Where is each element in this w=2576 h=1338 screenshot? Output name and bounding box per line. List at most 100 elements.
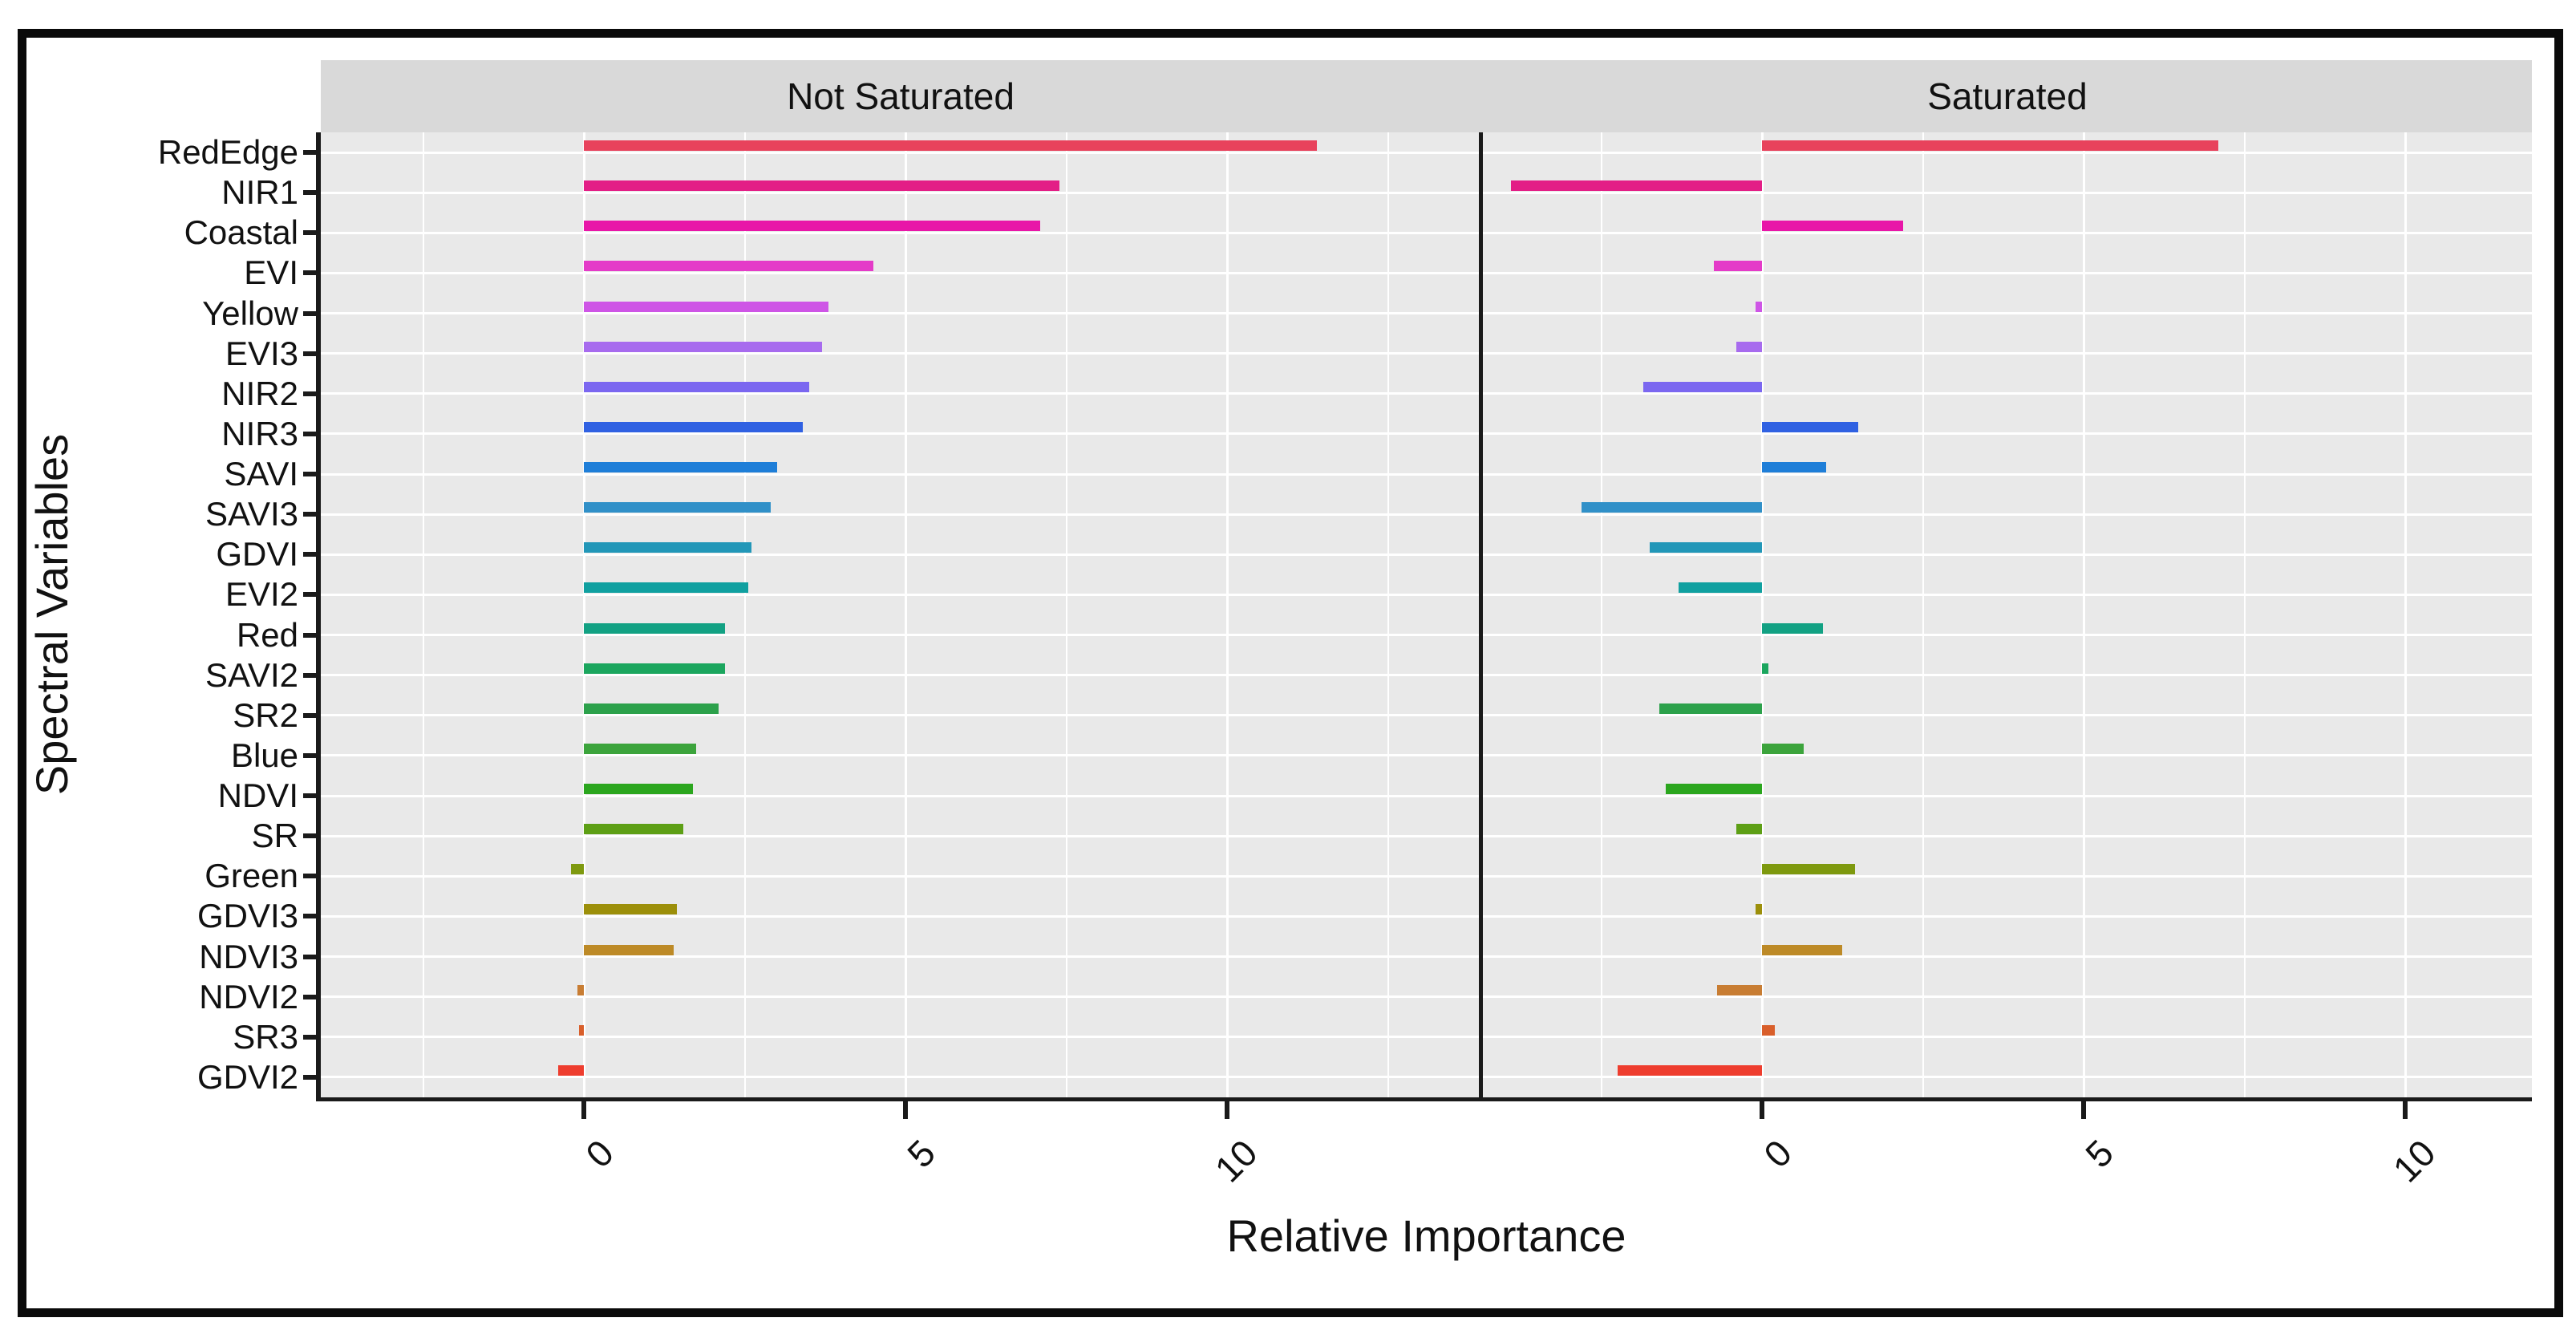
row-gridline	[321, 191, 1480, 194]
y-tick-mark	[303, 150, 316, 156]
bar-savi	[584, 462, 777, 473]
y-tick-mark	[303, 512, 316, 517]
y-tick-mark	[303, 954, 316, 959]
y-tick-mark	[303, 712, 316, 718]
y-tick-label-sr2: SR2	[233, 695, 298, 734]
y-tick-label-nir2: NIR2	[221, 374, 298, 412]
bar-nir3	[584, 421, 803, 432]
minor-gridline	[1600, 132, 1602, 1097]
row-gridline	[1483, 553, 2532, 556]
y-tick-label-ndvi3: NDVI3	[199, 937, 298, 975]
facet-strip-label-saturated: Saturated	[1927, 75, 2088, 117]
bar-savi2	[1762, 663, 1769, 674]
bar-nir3	[1762, 421, 1859, 432]
y-tick-label-blue: Blue	[230, 736, 298, 774]
facet-divider-line	[1479, 132, 1483, 1097]
major-gridline	[582, 132, 585, 1097]
row-gridline	[321, 955, 1480, 959]
row-gridline	[1483, 271, 2532, 274]
row-gridline	[321, 874, 1480, 878]
y-tick-label-nir1: NIR1	[221, 173, 298, 212]
row-gridline	[1483, 231, 2532, 234]
row-gridline	[1483, 513, 2532, 516]
bar-gdvi	[1649, 542, 1762, 553]
bar-blue	[584, 743, 697, 754]
y-axis-line	[316, 132, 321, 1097]
y-tick-mark	[303, 1074, 316, 1080]
row-gridline	[1483, 995, 2532, 999]
row-gridline	[1483, 914, 2532, 918]
x-tick-mark	[1760, 1101, 1764, 1119]
x-tick-mark	[2403, 1101, 2408, 1119]
row-gridline	[321, 674, 1480, 677]
row-gridline	[1483, 472, 2532, 476]
row-gridline	[1483, 834, 2532, 837]
y-tick-mark	[303, 994, 316, 999]
bar-green	[570, 864, 584, 875]
row-gridline	[321, 352, 1480, 355]
bar-sr3	[579, 1024, 584, 1036]
row-gridline	[321, 714, 1480, 717]
minor-gridline	[1387, 132, 1389, 1097]
bar-savi	[1762, 462, 1827, 473]
x-tick-mark	[581, 1101, 586, 1119]
row-gridline	[321, 634, 1480, 637]
y-tick-mark	[303, 1034, 316, 1040]
bar-yellow	[1755, 301, 1762, 312]
bar-blue	[1762, 743, 1804, 754]
row-gridline	[1483, 1036, 2532, 1039]
y-tick-label-ndvi: NDVI	[217, 776, 298, 815]
y-tick-label-nir3: NIR3	[221, 414, 298, 452]
bar-nir2	[584, 381, 809, 392]
row-gridline	[321, 754, 1480, 757]
y-tick-label-savi: SAVI	[224, 455, 298, 493]
bar-ndvi	[584, 784, 694, 795]
bar-red	[1762, 622, 1824, 634]
row-gridline	[321, 312, 1480, 315]
x-axis-line	[316, 1097, 2532, 1101]
bar-sr2	[584, 703, 719, 714]
y-tick-mark	[303, 230, 316, 236]
y-tick-mark	[303, 914, 316, 919]
bar-sr	[1736, 824, 1762, 835]
bar-nir1	[584, 180, 1060, 192]
y-tick-label-yellow: Yellow	[202, 294, 298, 332]
minor-gridline	[422, 132, 424, 1097]
y-tick-label-sr3: SR3	[233, 1017, 298, 1056]
bar-evi2	[1678, 582, 1762, 594]
y-tick-label-green: Green	[205, 857, 298, 895]
y-tick-mark	[303, 752, 316, 758]
bar-evi3	[1736, 341, 1762, 352]
bar-ndvi3	[1762, 944, 1843, 955]
y-tick-mark	[303, 472, 316, 477]
bar-sr	[584, 824, 684, 835]
left-facet-panel	[321, 132, 1480, 1097]
row-gridline	[1483, 392, 2532, 395]
row-gridline	[321, 432, 1480, 436]
bar-ndvi2	[1716, 984, 1762, 995]
y-tick-label-coastal: Coastal	[184, 213, 298, 252]
x-tick-mark	[1225, 1101, 1229, 1119]
y-tick-label-rededge: RedEdge	[157, 133, 298, 172]
bar-green	[1762, 864, 1856, 875]
minor-gridline	[1922, 132, 1924, 1097]
row-gridline	[321, 834, 1480, 837]
y-tick-label-gdvi: GDVI	[216, 535, 298, 574]
y-tick-mark	[303, 552, 316, 558]
y-tick-label-evi2: EVI2	[225, 575, 298, 614]
y-tick-mark	[303, 672, 316, 678]
y-tick-mark	[303, 833, 316, 839]
x-tick-mark	[2081, 1101, 2086, 1119]
row-gridline	[1483, 151, 2532, 154]
y-tick-mark	[303, 431, 316, 436]
bar-nir1	[1511, 180, 1762, 192]
y-tick-label-savi3: SAVI3	[205, 495, 298, 533]
bar-savi3	[1582, 502, 1762, 513]
y-tick-label-gdvi3: GDVI3	[196, 897, 298, 935]
row-gridline	[1483, 1076, 2532, 1079]
y-tick-mark	[303, 351, 316, 356]
row-gridline	[1483, 312, 2532, 315]
bar-gdvi3	[1755, 904, 1762, 915]
bar-evi3	[584, 341, 822, 352]
y-tick-mark	[303, 310, 316, 316]
